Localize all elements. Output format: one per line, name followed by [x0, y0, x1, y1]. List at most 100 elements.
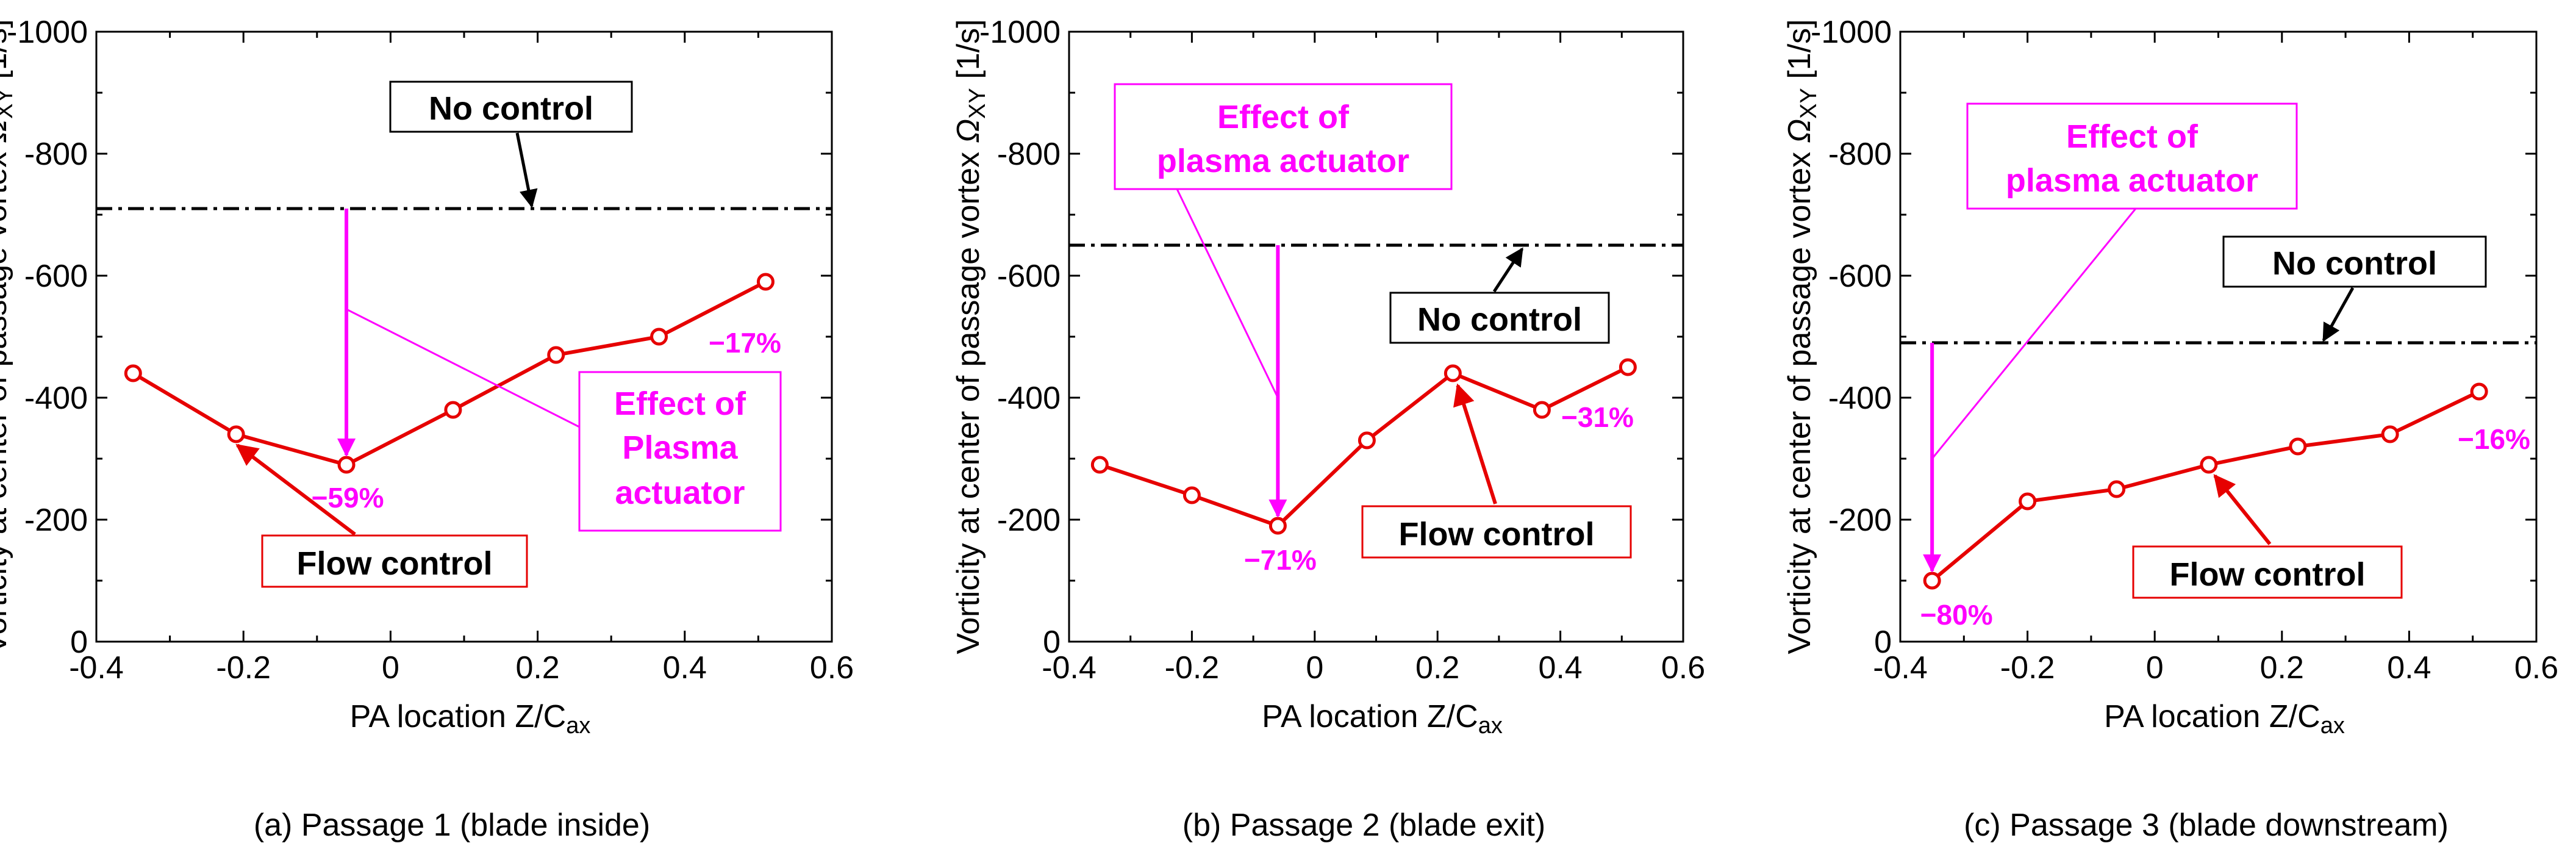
effect-label-line2: plasma actuator [1157, 143, 1409, 179]
y-axis-label-subscript: XY [965, 88, 990, 119]
no-control-arrow [515, 132, 538, 208]
y-tick-label: -800 [997, 137, 1061, 172]
y-axis-label: Vorticity at center of passage vortex ΩX… [1782, 19, 1822, 654]
data-point [2019, 492, 2037, 511]
data-point [1358, 431, 1376, 450]
y-tick-label: -800 [24, 137, 88, 172]
y-tick-label: -200 [1828, 503, 1892, 538]
data-point [2108, 480, 2126, 498]
data-point [1619, 358, 1637, 376]
y-axis-label-unit: [1/s] [951, 19, 986, 88]
pct-min-label: −59% [312, 482, 384, 514]
panel-2: -0.4 -0.2 0 0.2 0.4 0.6 0 -200 -400 -600 -800 -1000… [951, 15, 1705, 843]
x-tick-label: 0.2 [2260, 650, 2304, 686]
y-axis-label-unit: [1/s] [1782, 19, 1817, 88]
flow-control-label: Flow control [1399, 516, 1595, 553]
x-tick-label: 0 [1306, 650, 1323, 686]
y-tick-label: -600 [24, 259, 88, 294]
x-axis-label-text: PA location Z/C [1262, 699, 1478, 734]
y-axis-label-symbol: Ω [1782, 119, 1817, 143]
x-tick-label: 0.6 [810, 650, 854, 686]
y-tick-label: -200 [24, 503, 88, 538]
y-axis-label-text: Vorticity at center of passage vortex [951, 143, 986, 654]
effect-label-line2: Plasma [622, 429, 738, 466]
y-tick-label: -1000 [1811, 15, 1892, 50]
data-point [2289, 437, 2307, 456]
x-tick-label: -0.2 [216, 650, 271, 686]
y-axis-label-text: Vorticity at center of passage vortex [0, 143, 13, 654]
no-control-arrow [1492, 247, 1524, 293]
no-control-label: No control [1417, 301, 1582, 338]
data-point [2381, 425, 2399, 443]
no-control-box [2222, 235, 2487, 288]
x-tick-label: 0 [382, 650, 399, 686]
effect-label-line2: plasma actuator [2006, 162, 2258, 199]
y-axis-label-subscript: XY [0, 88, 18, 119]
x-tick-label: 0.2 [515, 650, 559, 686]
flow-control-label: Flow control [2170, 556, 2366, 593]
y-tick-label: 0 [70, 625, 88, 660]
flow-control-arrow [235, 443, 356, 536]
no-control-label: No control [429, 90, 593, 127]
y-axis-label-subscript: XY [1796, 88, 1822, 119]
effect-label-line1: Effect of [2066, 118, 2199, 155]
y-tick-label: 0 [1874, 625, 1892, 660]
pct-min-label: −80% [1920, 599, 1993, 631]
y-tick-label: -1000 [7, 15, 88, 50]
y-tick-label: -800 [1828, 137, 1892, 172]
flow-control-arrow [2213, 474, 2272, 545]
y-axis-label-symbol: Ω [0, 119, 13, 143]
y-tick-label: -600 [1828, 259, 1892, 294]
y-tick-label: -600 [997, 259, 1061, 294]
x-tick-label: 0 [2146, 650, 2164, 686]
effect-label-line1: Effect of [1217, 99, 1350, 135]
x-tick-label: -0.4 [69, 650, 124, 686]
panel-caption: (b) Passage 2 (blade exit) [1182, 808, 1545, 843]
x-tick-label: 0.4 [663, 650, 707, 686]
data-point [1182, 486, 1201, 504]
y-tick-label: -400 [24, 381, 88, 416]
y-tick-label: -400 [997, 381, 1061, 416]
data-point [756, 273, 775, 291]
x-tick-label: -0.2 [2000, 650, 2055, 686]
data-point [1533, 401, 1551, 419]
x-axis-label: PA location Z/Cax [1262, 699, 1503, 739]
no-control-label: No control [2272, 245, 2437, 282]
x-axis-label-subscript: ax [566, 713, 590, 739]
effect-label-line3: actuator [615, 475, 745, 511]
x-axis-label: PA location Z/Cax [2104, 699, 2345, 739]
flow-control-arrow [1453, 383, 1497, 504]
data-point [2200, 456, 2218, 474]
data-point [337, 456, 356, 474]
panel-1: -0.4 -0.2 0 0.2 0.4 0.6 0 -200 -400 -600 -800 -1000… [0, 15, 854, 843]
x-axis-label: PA location Z/Cax [350, 699, 591, 739]
y-tick-label: 0 [1043, 625, 1061, 660]
x-tick-label: -0.4 [1042, 650, 1097, 686]
pct-end-label: −16% [2458, 423, 2530, 455]
flow-control-box [2132, 545, 2403, 599]
effect-leader-line [1931, 208, 2137, 459]
flow-control-box [1361, 505, 1632, 559]
pct-end-label: −17% [709, 327, 781, 359]
y-axis-label: Vorticity at center of passage vortex ΩX… [951, 19, 990, 654]
y-tick-label: -200 [997, 503, 1061, 538]
pct-end-label: −31% [1561, 401, 1634, 433]
x-tick-label: 0.4 [1538, 650, 1582, 686]
effect-box [1114, 83, 1453, 190]
panel-3: -0.4 -0.2 0 0.2 0.4 0.6 0 -200 -400 -600 -800 -1000… [1782, 15, 2558, 843]
y-tick-label: -400 [1828, 381, 1892, 416]
y-axis-label: Vorticity at center of passage vortex ΩX… [0, 19, 18, 654]
data-point [650, 328, 668, 346]
x-tick-label: -0.2 [1165, 650, 1220, 686]
data-point [1923, 572, 1941, 590]
x-axis-label-text: PA location Z/C [350, 699, 567, 734]
data-point [1090, 456, 1109, 474]
x-axis-label-text: PA location Z/C [2104, 699, 2320, 734]
x-tick-label: 0.6 [2514, 650, 2558, 686]
data-point [1444, 364, 1462, 382]
x-tick-label: 0.2 [1415, 650, 1459, 686]
no-control-arrow [2322, 287, 2355, 342]
effect-leader-line [346, 308, 580, 428]
y-axis-label-unit: [1/s] [0, 19, 13, 88]
